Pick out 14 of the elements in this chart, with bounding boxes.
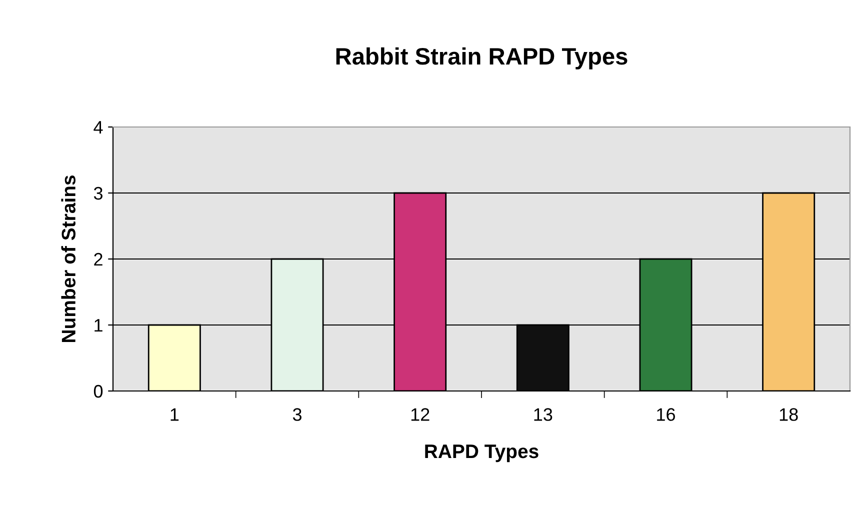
x-tick-label: 13: [534, 408, 552, 421]
x-tick-label: 12: [411, 408, 430, 421]
y-tick-label: 2: [94, 252, 102, 266]
y-tick-label: 3: [94, 186, 102, 200]
x-tick-label: 1: [170, 408, 179, 421]
y-tick-label: 1: [94, 319, 102, 332]
x-tick-label: 16: [657, 408, 675, 421]
y-tick-label: 0: [94, 384, 103, 398]
x-tick-label: 18: [780, 408, 798, 421]
y-tick-label: 4: [94, 121, 103, 134]
x-tick-label: 3: [292, 408, 302, 421]
chart-title: Rabbit Strain RAPD Types: [336, 47, 628, 70]
x-axis-title: RAPD Types: [425, 444, 538, 462]
y-axis-title: Number of Strains: [61, 176, 76, 342]
